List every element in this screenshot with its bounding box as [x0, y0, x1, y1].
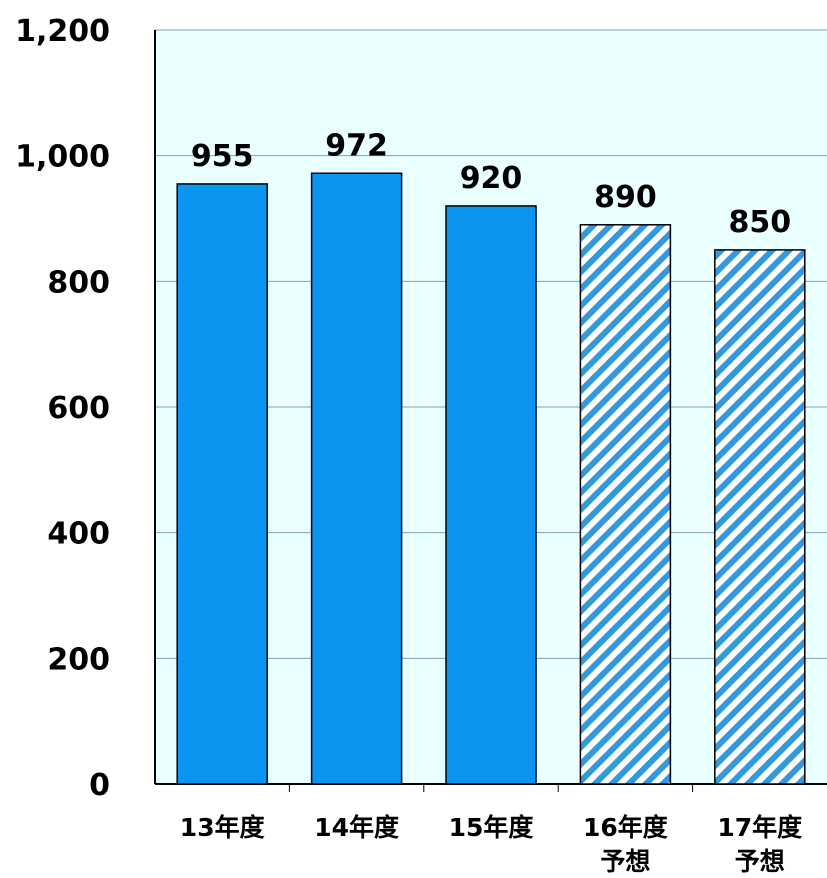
data-label: 850 [728, 205, 791, 240]
x-category-label: 14年度 [314, 813, 399, 842]
data-label: 920 [460, 161, 523, 196]
bar-forecast [579, 224, 672, 785]
y-tick-label: 1,000 [15, 140, 110, 175]
bar [176, 183, 268, 785]
y-tick-label: 200 [47, 642, 110, 677]
bar-forecast [714, 249, 806, 785]
y-tick-label: 400 [47, 517, 110, 552]
data-label: 890 [594, 180, 657, 215]
y-tick-label: 1,200 [15, 14, 110, 49]
x-category-label: 17年度 [717, 813, 802, 842]
x-category-label: 16年度 [583, 813, 668, 842]
bar [445, 205, 537, 785]
data-label: 972 [325, 128, 388, 163]
data-labels: 955 972 920 890 850 [191, 128, 791, 240]
y-axis-ticks: 0 200 400 600 800 1,000 1,200 [15, 14, 110, 803]
x-category-label: 予想 [600, 847, 650, 876]
bars [176, 172, 806, 785]
y-tick-label: 800 [47, 265, 110, 300]
x-category-label: 予想 [735, 847, 785, 876]
bar [310, 172, 403, 785]
x-category-label: 15年度 [449, 813, 534, 842]
y-tick-label: 0 [89, 768, 110, 803]
x-category-label: 13年度 [180, 813, 265, 842]
y-tick-label: 600 [47, 391, 110, 426]
data-label: 955 [191, 139, 254, 174]
